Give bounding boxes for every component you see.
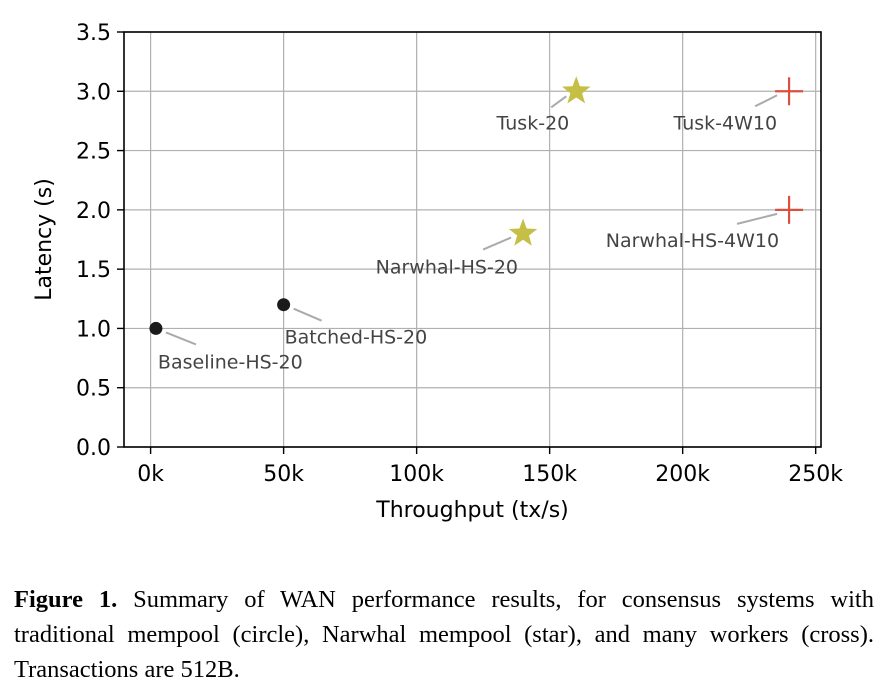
y-tick-label: 3.5 — [76, 21, 111, 46]
cross-marker — [775, 77, 804, 106]
circle-marker — [277, 298, 291, 312]
x-tick-label: 50k — [263, 462, 304, 487]
point-label: Baseline-HS-20 — [158, 351, 303, 373]
axis-ticks: 0k 50k 100k 150k 200k 250k 0.0 0.5 1.0 1.5 2.0 2.5 3… — [76, 21, 843, 487]
annotation-leader-line — [165, 331, 197, 346]
annotation-leader-line — [482, 236, 512, 251]
point-label: Narwhal-HS-20 — [376, 257, 518, 279]
y-tick-label: 1.5 — [76, 258, 111, 283]
point-label: Batched-HS-20 — [285, 327, 428, 349]
x-tick-label: 150k — [522, 462, 577, 487]
point-label: Narwhal-HS-4W10 — [606, 230, 779, 252]
star-marker — [508, 218, 538, 246]
cross-marker — [775, 195, 804, 224]
x-tick-label: 100k — [389, 462, 444, 487]
y-tick-label: 1.0 — [76, 317, 111, 342]
x-tick-label: 200k — [655, 462, 710, 487]
y-tick-label: 0.5 — [76, 377, 111, 402]
y-axis-label: Latency (s) — [32, 178, 57, 301]
annotation-leader-line — [736, 212, 778, 225]
data-markers — [149, 76, 804, 335]
annotation-leader-line — [550, 95, 567, 109]
caption-text: Summary of WAN performance results, for … — [14, 586, 874, 683]
plot-frame — [123, 31, 822, 448]
annotation-leader-line — [293, 307, 323, 322]
x-tick-label: 250k — [788, 462, 843, 487]
y-tick-label: 0.0 — [76, 436, 111, 461]
x-axis-label: Throughput (tx/s) — [375, 498, 568, 523]
figure-caption: Figure 1. Summary of WAN performance res… — [14, 582, 874, 687]
caption-lead: Figure 1. — [14, 586, 118, 613]
y-tick-label: 2.5 — [76, 140, 111, 165]
annotation-leader-line — [754, 94, 778, 108]
x-tick-label: 0k — [137, 462, 164, 487]
y-tick-label: 3.0 — [76, 80, 111, 105]
circle-marker — [149, 321, 163, 335]
y-tick-label: 2.0 — [76, 199, 111, 224]
point-label: Tusk-20 — [496, 112, 570, 134]
point-label: Tusk-4W10 — [672, 112, 777, 134]
star-marker — [561, 76, 591, 104]
